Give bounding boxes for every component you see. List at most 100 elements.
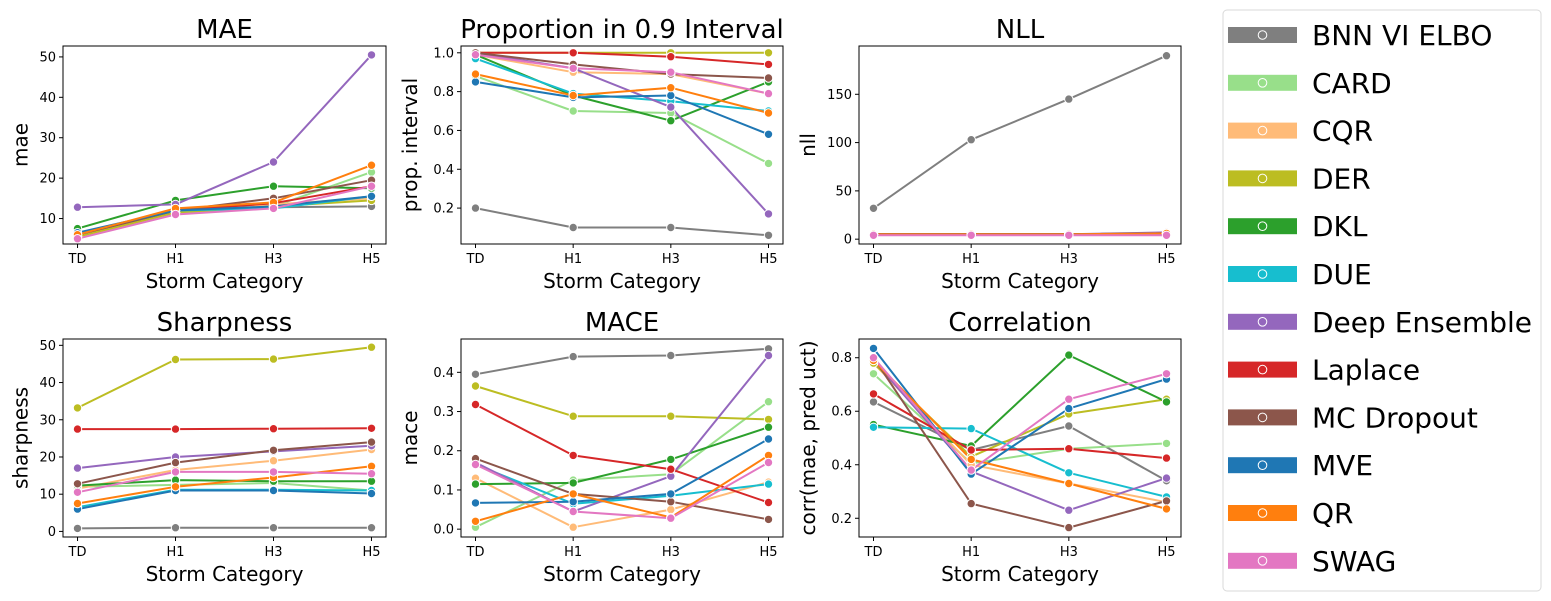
legend: BNN VI ELBO CARD CQR DER DKL DUE Deep Ensemble… <box>1222 9 1542 592</box>
data-point-cqr <box>268 456 279 466</box>
x-tick-label: H1 <box>962 545 980 560</box>
series-line-der <box>77 346 372 409</box>
series-line-dkl <box>475 426 769 486</box>
data-point-qr <box>568 90 578 101</box>
data-point-swag <box>868 230 879 241</box>
legend-entry-bnn-vi-elbo: BNN VI ELBO <box>1228 19 1492 52</box>
y-tick-label: 0.2 <box>433 444 454 459</box>
y-tick-label: 1.0 <box>433 46 454 61</box>
data-point-mc-dropout <box>763 73 774 83</box>
data-point-laplace <box>763 59 774 70</box>
data-point-mve <box>470 498 481 508</box>
legend-label: CQR <box>1312 115 1373 148</box>
y-tick-label: 0.8 <box>831 351 852 366</box>
chart-title: Sharpness <box>157 308 293 338</box>
series-line-cqr <box>872 362 1167 504</box>
x-tick-label: H1 <box>166 545 184 560</box>
data-point-due <box>868 422 879 432</box>
y-tick-label: 20 <box>39 172 56 187</box>
legend-marker <box>1257 364 1268 375</box>
x-tick-label: TD <box>466 252 485 267</box>
data-point-card <box>1161 438 1172 449</box>
data-point-dkl <box>268 181 279 191</box>
series-line-qr <box>475 73 769 114</box>
data-point-card <box>763 158 774 169</box>
data-point-mve <box>268 485 279 496</box>
series-line-swag <box>872 357 1167 472</box>
x-axis-label: Storm Category <box>146 562 304 586</box>
y-tick-label: 0.0 <box>433 523 454 538</box>
x-tick-label: H5 <box>1157 545 1175 560</box>
data-point-bnn-vi-elbo <box>868 203 879 214</box>
data-point-qr <box>763 108 774 118</box>
data-point-laplace <box>568 450 578 461</box>
data-point-swag <box>170 467 181 477</box>
x-tick-label: TD <box>466 545 485 560</box>
data-point-swag <box>268 203 279 214</box>
y-axis-label: sharpness <box>8 387 32 489</box>
series-line-card <box>872 373 1167 465</box>
x-axis-label: Storm Category <box>146 269 304 293</box>
data-point-bnn-vi-elbo <box>268 523 279 533</box>
legend-entry-swag: SWAG <box>1228 545 1396 578</box>
data-point-qr <box>1064 478 1074 489</box>
data-point-card <box>763 397 774 407</box>
data-point-laplace <box>666 52 676 62</box>
data-point-due <box>1064 468 1074 478</box>
series-line-mc-dropout <box>872 357 1167 529</box>
data-point-dkl <box>763 422 774 432</box>
data-point-mve <box>1064 403 1074 414</box>
legend-label: Deep Ensemble <box>1312 306 1532 339</box>
x-axis-label: Storm Category <box>941 562 1099 586</box>
data-point-deep-ensemble <box>1064 505 1074 515</box>
data-point-swag <box>366 181 377 191</box>
data-point-dkl <box>568 478 578 488</box>
y-tick-label: 100 <box>827 136 852 151</box>
series-line-mc-dropout <box>77 441 372 485</box>
data-point-mc-dropout <box>72 479 83 489</box>
data-point-der <box>470 381 481 391</box>
data-point-bnn-vi-elbo <box>72 523 83 534</box>
series-group <box>868 51 1172 241</box>
legend-marker <box>1257 460 1268 471</box>
data-point-swag <box>366 469 377 479</box>
series-group <box>72 50 377 244</box>
data-point-qr <box>1161 504 1172 514</box>
legend-entry-der: DER <box>1228 162 1371 195</box>
data-point-card <box>868 369 879 379</box>
series-line-mve <box>77 489 372 511</box>
series-line-mve <box>475 438 769 504</box>
y-tick-label: 0.2 <box>433 202 454 217</box>
data-point-laplace <box>763 497 774 508</box>
data-point-bnn-vi-elbo <box>763 230 774 241</box>
x-tick-label: H3 <box>1060 252 1078 267</box>
legend-marker <box>1257 221 1268 231</box>
data-point-mve <box>868 343 879 354</box>
data-point-bnn-vi-elbo <box>470 369 481 379</box>
data-point-laplace <box>1064 444 1074 454</box>
series-line-laplace <box>873 393 1167 460</box>
data-point-deep-ensemble <box>666 102 676 112</box>
y-tick-label: 10 <box>39 488 56 503</box>
legend-label: QR <box>1312 497 1354 530</box>
legend-entry-mc-dropout: MC Dropout <box>1228 401 1478 434</box>
series-line-qr <box>77 164 372 236</box>
legend-entry-due: DUE <box>1228 258 1372 291</box>
data-point-deep-ensemble <box>72 202 83 212</box>
legend-label: MC Dropout <box>1312 401 1478 434</box>
data-point-der <box>763 48 774 58</box>
y-tick-label: 0.1 <box>433 483 454 498</box>
legend-label: SWAG <box>1312 545 1396 578</box>
data-point-dkl <box>470 479 481 489</box>
data-point-mc-dropout <box>1064 522 1074 533</box>
data-point-mve <box>366 488 377 499</box>
y-tick-label: 50 <box>39 339 56 354</box>
data-point-laplace <box>666 464 676 474</box>
legend-marker <box>1257 173 1268 184</box>
axes-frame <box>460 338 784 538</box>
data-point-der <box>170 354 181 365</box>
legend-marker <box>1257 412 1268 423</box>
series-line-swag <box>77 470 372 494</box>
legend-entry-card: CARD <box>1228 67 1392 100</box>
